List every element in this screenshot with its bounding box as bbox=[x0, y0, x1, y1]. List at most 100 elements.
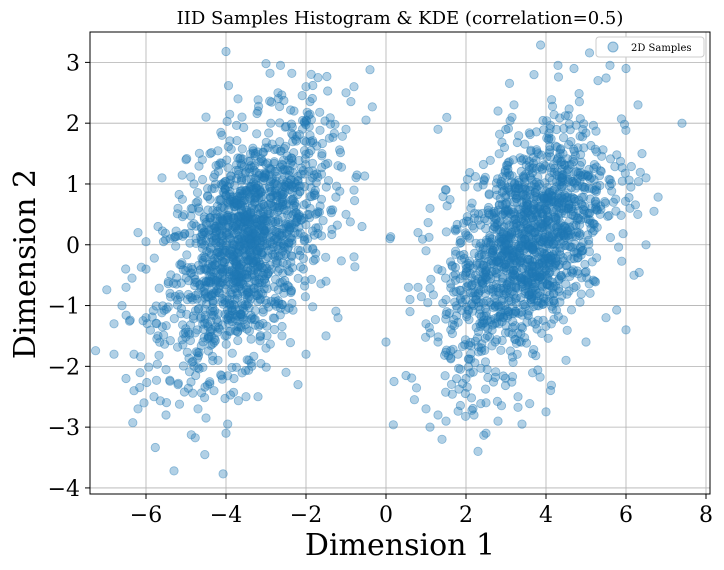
scatter-point bbox=[250, 192, 260, 203]
scatter-point bbox=[200, 293, 210, 303]
scatter-point bbox=[201, 265, 211, 275]
scatter-point bbox=[223, 81, 234, 91]
scatter-point bbox=[208, 288, 218, 298]
scatter-point bbox=[231, 221, 241, 231]
scatter-point bbox=[229, 271, 239, 281]
scatter-point bbox=[494, 129, 505, 139]
scatter-point bbox=[273, 296, 283, 306]
scatter-point bbox=[217, 225, 227, 235]
scatter-point bbox=[209, 183, 219, 193]
scatter-point bbox=[280, 200, 291, 210]
scatter-point bbox=[305, 191, 315, 201]
scatter-point bbox=[484, 190, 494, 200]
scatter-point bbox=[194, 203, 204, 213]
scatter-point bbox=[508, 207, 519, 217]
scatter-point bbox=[159, 305, 169, 315]
scatter-point bbox=[202, 219, 212, 230]
scatter-point bbox=[239, 306, 249, 316]
y-tick-label: −2 bbox=[48, 355, 80, 380]
scatter-point bbox=[283, 219, 293, 229]
scatter-point bbox=[245, 209, 255, 219]
scatter-point bbox=[304, 166, 314, 176]
scatter-point bbox=[254, 170, 264, 180]
scatter-point bbox=[489, 303, 499, 313]
scatter-point bbox=[237, 160, 247, 171]
scatter-point bbox=[207, 256, 217, 266]
scatter-point bbox=[455, 238, 465, 248]
scatter-point bbox=[250, 239, 260, 249]
scatter-point bbox=[421, 404, 431, 414]
scatter-point bbox=[559, 190, 570, 200]
scatter-point bbox=[237, 237, 247, 247]
scatter-point bbox=[233, 200, 243, 210]
scatter-point bbox=[526, 181, 537, 191]
scatter-point bbox=[266, 264, 277, 274]
scatter-point bbox=[238, 154, 248, 164]
scatter-point bbox=[476, 238, 486, 248]
scatter-point bbox=[216, 251, 226, 261]
scatter-point bbox=[328, 132, 338, 142]
scatter-point bbox=[229, 235, 239, 245]
scatter-point bbox=[230, 257, 240, 267]
scatter-point bbox=[550, 246, 560, 256]
scatter-point bbox=[241, 242, 251, 252]
scatter-point bbox=[500, 210, 511, 220]
scatter-point bbox=[295, 262, 306, 272]
scatter-point bbox=[566, 210, 577, 220]
scatter-point bbox=[243, 263, 253, 273]
scatter-point bbox=[194, 347, 204, 358]
scatter-point bbox=[278, 268, 288, 278]
scatter-point bbox=[556, 271, 566, 281]
scatter-point bbox=[244, 287, 254, 297]
scatter-point bbox=[211, 235, 221, 245]
scatter-point bbox=[218, 236, 228, 246]
scatter-point bbox=[331, 306, 341, 316]
scatter-point bbox=[253, 106, 263, 116]
scatter-point bbox=[264, 163, 274, 173]
scatter-point bbox=[235, 279, 245, 289]
scatter-point bbox=[209, 337, 219, 347]
scatter-point bbox=[219, 257, 229, 267]
scatter-point bbox=[217, 293, 227, 304]
scatter-point bbox=[333, 161, 343, 171]
scatter-point bbox=[517, 190, 528, 200]
scatter-point bbox=[225, 171, 236, 181]
scatter-point bbox=[306, 192, 317, 202]
scatter-point bbox=[249, 223, 259, 233]
scatter-point bbox=[205, 194, 215, 204]
scatter-point bbox=[433, 124, 443, 134]
scatter-point bbox=[237, 144, 247, 154]
scatter-point bbox=[252, 261, 263, 272]
scatter-point bbox=[581, 337, 591, 347]
scatter-point bbox=[307, 173, 318, 183]
scatter-point bbox=[542, 270, 552, 281]
scatter-point bbox=[214, 323, 224, 333]
scatter-point bbox=[275, 198, 286, 208]
scatter-point bbox=[329, 128, 339, 138]
scatter-point bbox=[242, 285, 252, 295]
scatter-point bbox=[621, 63, 631, 74]
scatter-point bbox=[253, 392, 263, 402]
scatter-point bbox=[633, 209, 643, 219]
scatter-point bbox=[565, 222, 575, 232]
scatter-point bbox=[220, 185, 230, 195]
scatter-point bbox=[283, 244, 293, 254]
scatter-point bbox=[279, 250, 289, 261]
scatter-point bbox=[198, 230, 208, 240]
scatter-point bbox=[483, 256, 493, 266]
scatter-point bbox=[441, 416, 451, 426]
scatter-point bbox=[241, 269, 251, 279]
scatter-point bbox=[341, 88, 351, 98]
scatter-point bbox=[171, 279, 182, 289]
scatter-point bbox=[246, 310, 256, 320]
scatter-point bbox=[317, 138, 327, 149]
scatter-point bbox=[196, 264, 206, 274]
scatter-point bbox=[210, 335, 220, 346]
scatter-point bbox=[204, 278, 214, 288]
scatter-point bbox=[129, 349, 139, 359]
scatter-point bbox=[500, 373, 511, 383]
scatter-point bbox=[598, 145, 608, 155]
scatter-point bbox=[206, 271, 216, 281]
scatter-point bbox=[201, 228, 211, 238]
scatter-point bbox=[211, 238, 221, 248]
